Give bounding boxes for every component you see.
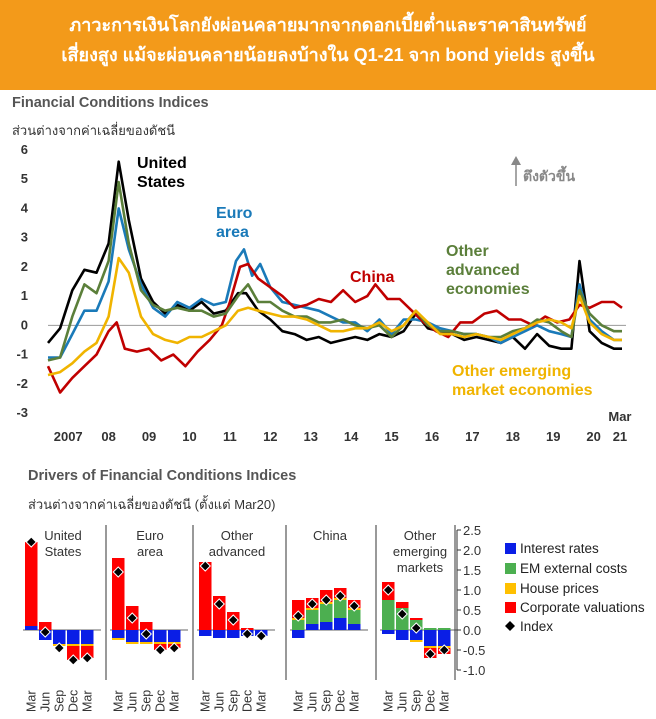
legend-index-icon xyxy=(505,621,515,631)
bar-segment-interest-rates xyxy=(438,630,451,646)
category-label: Jun xyxy=(305,692,319,712)
y-tick-label: 1.0 xyxy=(463,583,481,598)
bar-segment-interest-rates xyxy=(424,630,437,646)
category-label: Sep xyxy=(226,690,240,712)
bar-segment-corporate-valuations xyxy=(25,542,38,626)
bar-segment-interest-rates xyxy=(53,630,66,644)
legend-label: Interest rates xyxy=(520,541,599,556)
bar-segment-interest-rates xyxy=(382,630,395,634)
legend-swatch xyxy=(505,543,516,554)
category-label: Jun xyxy=(125,692,139,712)
bar-segment-interest-rates xyxy=(81,630,94,644)
category-label: Mar xyxy=(198,690,212,712)
bar-segment-house-prices xyxy=(424,646,437,648)
bar-segment-house-prices xyxy=(154,642,167,644)
y-tick-label: 0.0 xyxy=(463,623,481,638)
y-tick-label: 2.0 xyxy=(463,543,481,558)
legend-swatch xyxy=(505,563,516,574)
group-label: Other emerging markets xyxy=(393,528,447,575)
bottom-stacked-bar-chart: 2.5 2.0 1.5 1.0 0.5 0.0 -0.5 -1.0 United States Ma… xyxy=(0,0,656,719)
legend-label: House prices xyxy=(520,581,599,596)
bar-segment-house-prices xyxy=(81,644,94,646)
y-tick-label: 2.5 xyxy=(463,523,481,538)
category-label: Dec xyxy=(333,690,347,712)
bar-segment-interest-rates xyxy=(25,626,38,630)
category-label: Jun xyxy=(395,692,409,712)
bar-segment-interest-rates xyxy=(168,630,181,642)
category-label: Mar xyxy=(111,690,125,712)
category-label: Mar xyxy=(254,690,268,712)
bar-segment-house-prices xyxy=(112,638,125,640)
bar-segment-interest-rates xyxy=(320,622,333,630)
category-label: Dec xyxy=(240,690,254,712)
legend-swatch xyxy=(505,602,516,613)
bar-segment-em-external-costs xyxy=(382,600,395,630)
bar-segment-em-external-costs xyxy=(334,600,347,618)
bar-segment-em-external-costs xyxy=(424,628,437,630)
y-tick-label: -0.5 xyxy=(463,643,485,658)
bar-segment-em-external-costs xyxy=(320,604,333,622)
bar-segment-house-prices xyxy=(140,642,153,644)
y-tick-label: -1.0 xyxy=(463,663,485,678)
category-label: Mar xyxy=(381,690,395,712)
legend-label: Index xyxy=(520,619,553,634)
category-label: Dec xyxy=(423,690,437,712)
bar-segment-interest-rates xyxy=(112,630,125,638)
bar-segment-interest-rates xyxy=(126,630,139,642)
bar-segment-interest-rates xyxy=(348,624,361,630)
category-label: Sep xyxy=(319,690,333,712)
bar-segment-interest-rates xyxy=(334,618,347,630)
group-label: United States xyxy=(44,528,82,559)
bar-segment-corporate-valuations xyxy=(410,618,423,620)
bar-segment-house-prices xyxy=(67,644,80,646)
bar-segment-interest-rates xyxy=(199,630,212,636)
category-label: Jun xyxy=(212,692,226,712)
bar-segment-corporate-valuations xyxy=(199,562,212,630)
legend-swatch xyxy=(505,583,516,594)
bar-segment-interest-rates xyxy=(396,630,409,640)
group-label: Euro area xyxy=(136,528,164,559)
bar-segment-interest-rates xyxy=(292,630,305,638)
bar-segment-interest-rates xyxy=(154,630,167,642)
legend-label: Corporate valuations xyxy=(520,600,645,615)
category-label: Mar xyxy=(291,690,305,712)
bar-segment-em-external-costs xyxy=(306,610,319,624)
category-label: Mar xyxy=(437,690,451,712)
category-label: Sep xyxy=(409,690,423,712)
category-label: Mar xyxy=(80,690,94,712)
category-label: Mar xyxy=(347,690,361,712)
category-label: Dec xyxy=(66,690,80,712)
group-label: Other advanced xyxy=(209,528,265,559)
bar-segment-interest-rates xyxy=(306,624,319,630)
group-label: China xyxy=(313,528,348,543)
category-label: Dec xyxy=(153,690,167,712)
y-tick-label: 1.5 xyxy=(463,563,481,578)
category-label: Jun xyxy=(38,692,52,712)
category-label: Sep xyxy=(139,690,153,712)
bar-segment-corporate-valuations xyxy=(396,602,409,608)
legend-label: EM external costs xyxy=(520,561,628,576)
bar-segment-interest-rates xyxy=(227,630,240,638)
category-label: Sep xyxy=(52,690,66,712)
bar-segment-house-prices xyxy=(410,640,423,642)
category-label: Mar xyxy=(24,690,38,712)
bar-segment-em-external-costs xyxy=(348,610,361,624)
bar-segment-em-external-costs xyxy=(438,628,451,630)
bar-segment-interest-rates xyxy=(213,630,226,638)
bar-segment-interest-rates xyxy=(67,630,80,644)
category-label: Mar xyxy=(167,690,181,712)
bar-segment-house-prices xyxy=(126,642,139,644)
y-tick-label: 0.5 xyxy=(463,603,481,618)
